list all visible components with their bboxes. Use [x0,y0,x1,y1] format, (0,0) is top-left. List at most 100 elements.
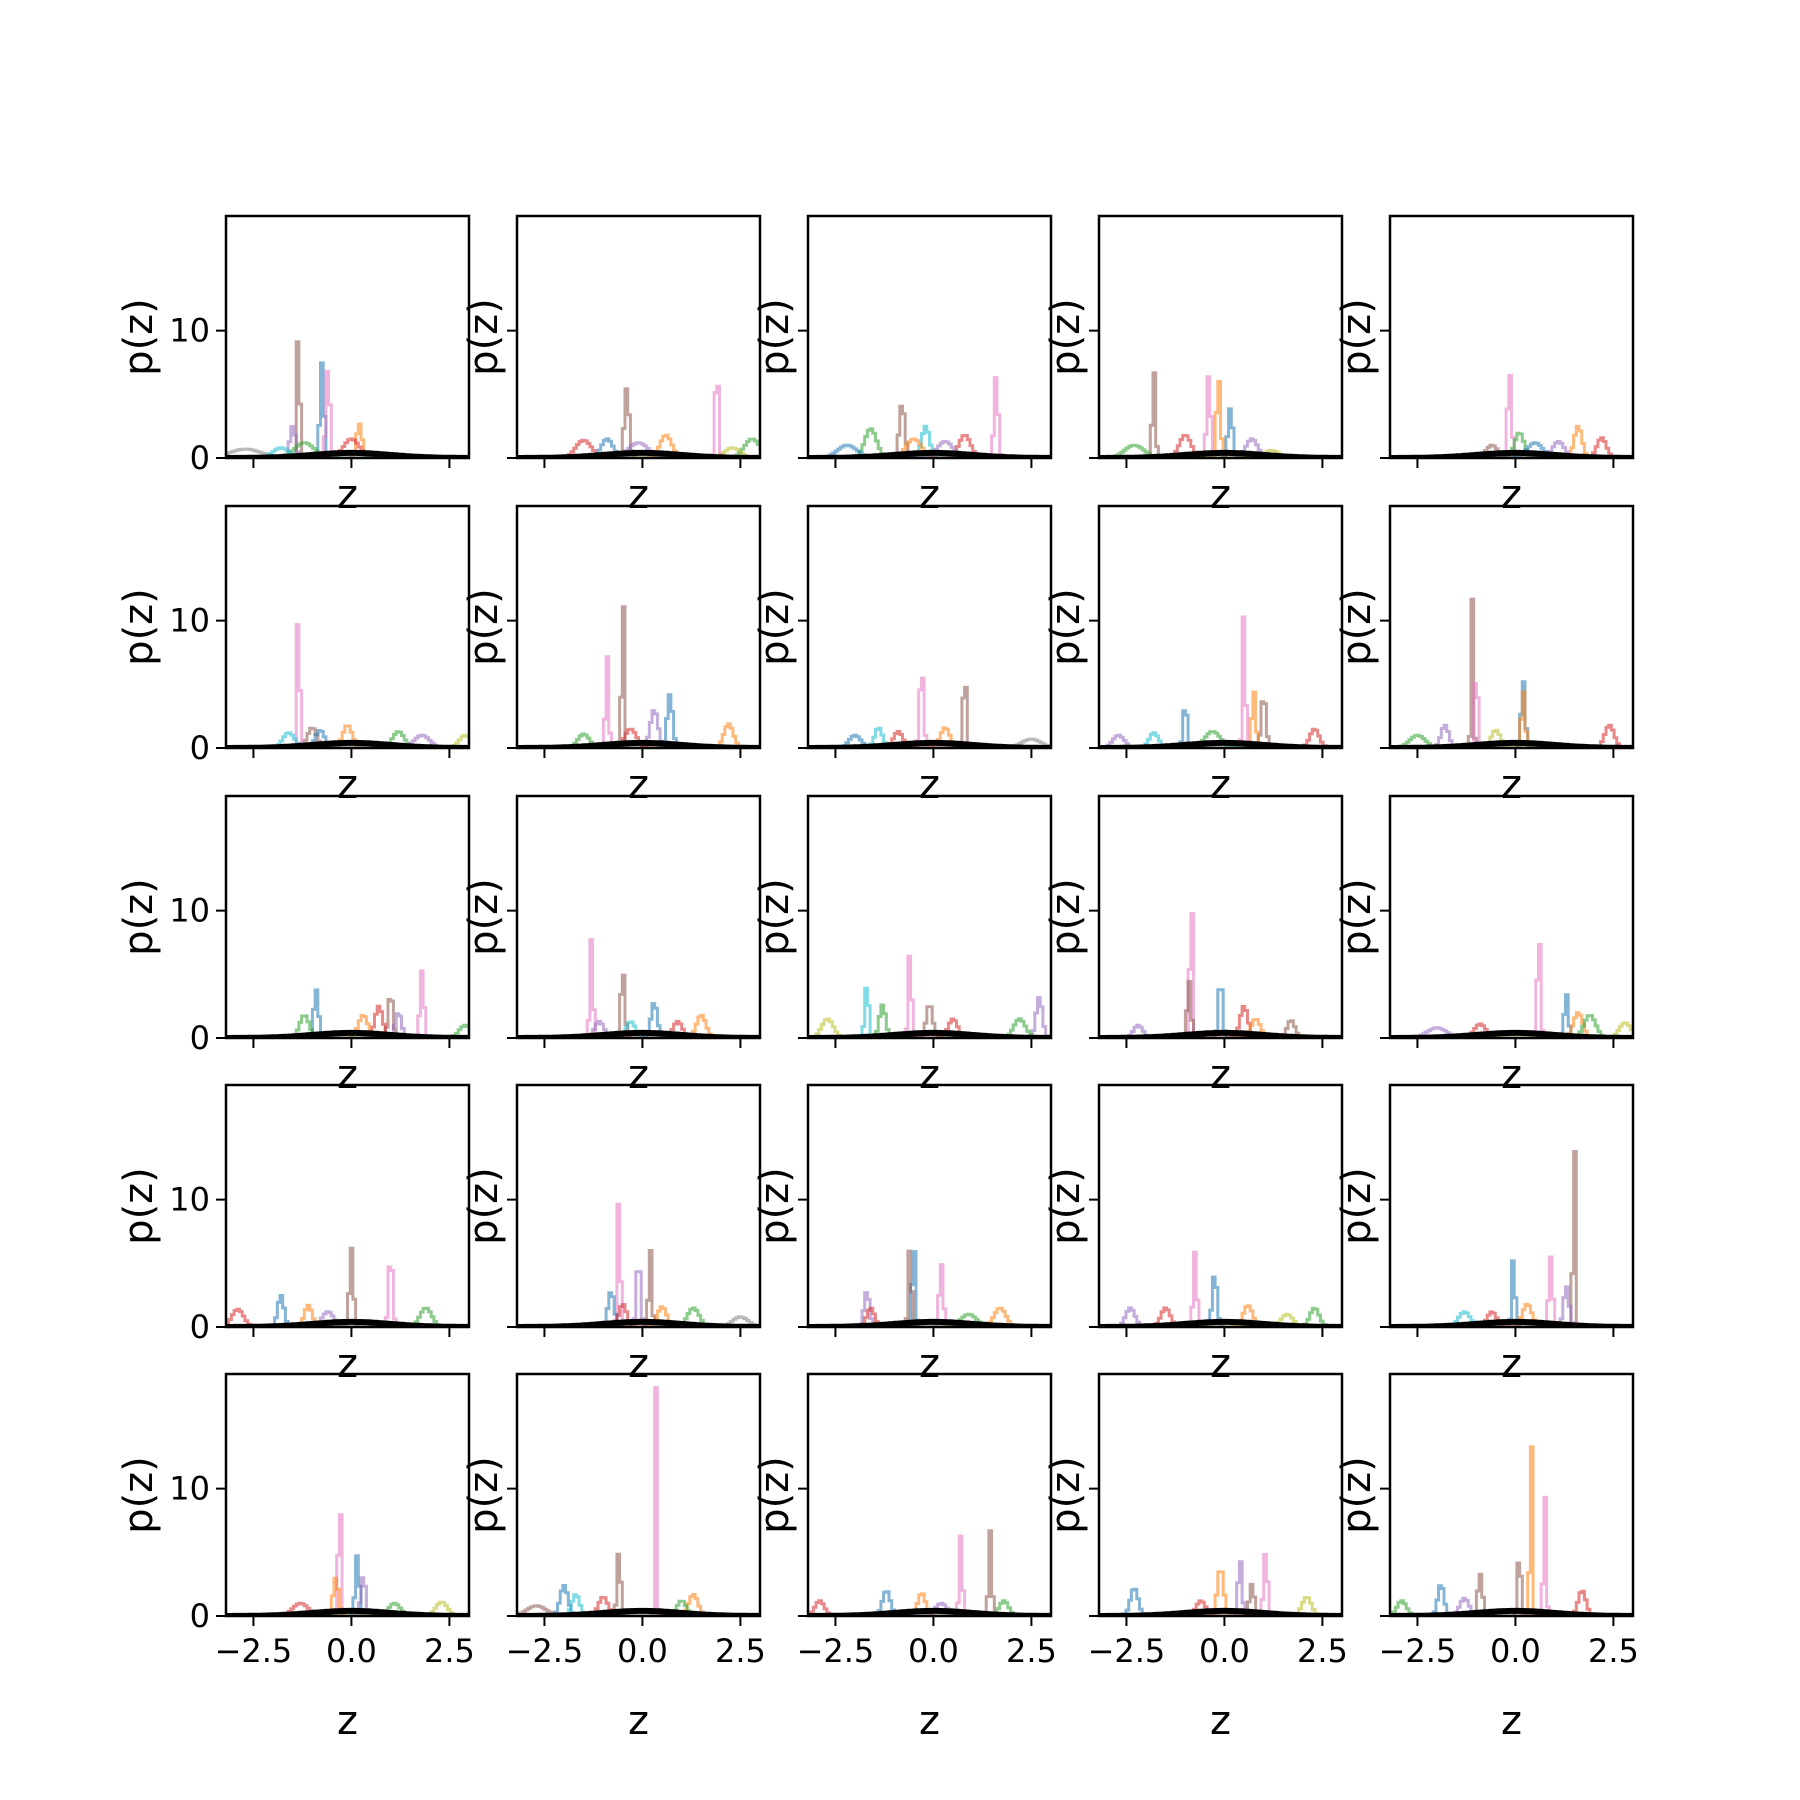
subplot-3-5: z p(z) [1334,794,1635,1098]
axes-frame [224,504,471,750]
subplot-5-3: −2.5 0.0 2.5 z p(z) [752,1372,1057,1744]
axes-frame [224,1372,471,1618]
y-axis-label: p(z) [1334,1167,1380,1245]
series-line-7 [1099,443,1342,458]
subplot-1-2: z p(z) [461,214,762,518]
subplot-2-2: z p(z) [461,504,762,808]
y-tick-label: 0 [190,729,210,767]
series-line-5 [1390,723,1633,748]
x-tick-label: 0.0 [908,1632,959,1670]
series-line-5 [1099,1306,1342,1327]
series-line-4 [808,1005,1051,1038]
series-line-3 [1099,1570,1342,1616]
series-line-7 [1099,1599,1342,1616]
series-line-2 [226,1554,469,1616]
series-line-4 [1099,1587,1342,1616]
x-axis-label: z [628,472,649,518]
x-tick-label: −2.5 [506,1632,584,1670]
y-axis-label: p(z) [1043,298,1089,376]
series-line-5 [1390,1302,1633,1327]
series-line-3 [1390,1259,1633,1327]
x-tick-label: 0.0 [617,1632,668,1670]
series-line-2 [1099,988,1342,1038]
series-line-6 [1099,727,1342,748]
series-line-8 [517,1604,760,1616]
x-tick-label: 2.5 [715,1632,766,1670]
y-axis-label: p(z) [1334,298,1380,376]
series-line-8 [517,446,760,458]
x-axis-label: z [337,472,358,518]
y-axis-label: p(z) [1334,1456,1380,1534]
series-line-5 [1099,1023,1342,1038]
x-axis-label: z [1501,472,1522,518]
series-line-2 [808,676,1051,748]
series-line-3 [517,1270,760,1327]
x-tick-label: −2.5 [1088,1632,1166,1670]
series-line-5 [517,437,760,458]
x-tick-label: 2.5 [1006,1632,1057,1670]
x-tick-label: −2.5 [797,1632,875,1670]
x-axis-label: z [919,1698,940,1744]
x-tick-label: 2.5 [424,1632,475,1670]
axes-frame [1388,1372,1635,1618]
subplot-3-2: z p(z) [461,794,762,1098]
x-axis-label: z [337,1052,358,1098]
y-axis-label: p(z) [461,1167,507,1245]
y-axis-label: p(z) [1334,588,1380,666]
y-tick-label: 10 [169,1181,210,1219]
y-axis-label: p(z) [752,588,798,666]
series-line-7 [808,1601,1051,1616]
x-axis-label: z [1210,1052,1231,1098]
y-tick-label: 10 [169,602,210,640]
x-tick-label: 2.5 [1297,1632,1348,1670]
series-line-6 [1099,1596,1342,1616]
axes-frame [806,794,1053,1040]
subplot-1-1: 0 10 z p(z) [116,214,471,518]
y-tick-label: 0 [190,1308,210,1346]
series-line-4 [1390,436,1633,458]
subplot-3-4: z p(z) [1043,794,1344,1098]
axes-frame [515,1083,762,1329]
x-tick-label: 0.0 [1199,1632,1250,1670]
y-axis-label: p(z) [1043,1167,1089,1245]
series-line-7 [517,441,760,458]
series-line-6 [808,737,1051,748]
x-axis-label: z [919,1052,940,1098]
y-axis-label: p(z) [461,298,507,376]
series-line-5 [1099,733,1342,748]
series-line-7 [808,443,1051,458]
y-tick-label: 10 [169,892,210,930]
series-line-6 [226,437,469,458]
y-tick-label: 0 [190,439,210,477]
x-axis-label: z [628,1341,649,1387]
y-tick-label: 10 [169,1470,210,1508]
y-tick-label: 0 [190,1597,210,1635]
axes-frame [515,794,762,1040]
series-line-5 [517,722,760,748]
series-line-1 [1390,374,1633,458]
axes-frame [1097,1372,1344,1618]
subplot-4-5: z p(z) [1334,1083,1635,1387]
series-line-4 [1390,1014,1633,1038]
series-line-7 [808,1017,1051,1038]
axes-frame [806,214,1053,460]
y-axis-label: p(z) [116,298,162,376]
x-axis-label: z [337,1341,358,1387]
x-axis-label: z [337,1698,358,1744]
series-line-6 [226,1013,469,1038]
subplot-5-5: −2.5 0.0 2.5 z p(z) [1334,1372,1639,1744]
subplot-4-3: z p(z) [752,1083,1053,1387]
x-tick-label: 0.0 [1490,1632,1541,1670]
axes-frame [1097,504,1344,750]
subplot-1-5: z p(z) [1334,214,1635,518]
x-axis-label: z [1210,1341,1231,1387]
series-line-3 [1390,431,1633,458]
axes-frame [1388,1083,1635,1329]
y-axis-label: p(z) [461,1456,507,1534]
x-tick-label: −2.5 [1379,1632,1457,1670]
x-axis-label: z [1501,1698,1522,1744]
series-line-7 [226,1600,469,1616]
y-axis-label: p(z) [461,588,507,666]
axes-frame [1388,794,1635,1040]
